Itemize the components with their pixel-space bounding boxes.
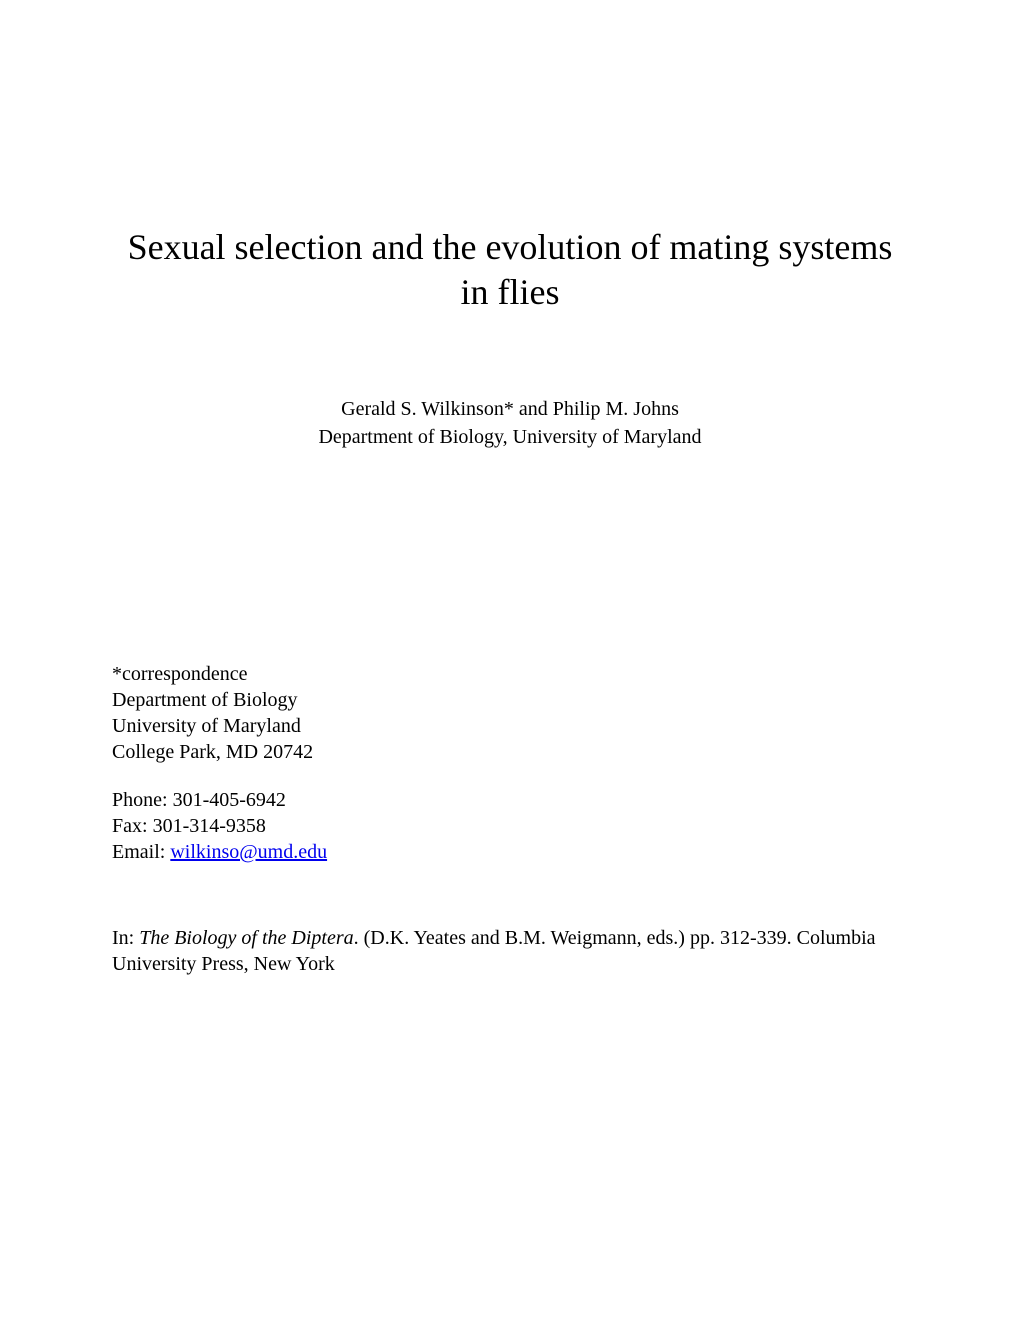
paper-title: Sexual selection and the evolution of ma…	[112, 225, 908, 315]
email-label: Email:	[112, 841, 170, 863]
contact-block: Phone: 301-405-6942 Fax: 301-314-9358 Em…	[112, 787, 908, 865]
publication-info: In: The Biology of the Diptera. (D.K. Ye…	[112, 925, 908, 977]
correspondence-block: *correspondence Department of Biology Un…	[112, 661, 908, 765]
authors-block: Gerald S. Wilkinson* and Philip M. Johns…	[112, 395, 908, 451]
fax-value: 301-314-9358	[153, 815, 266, 837]
correspondence-dept: Department of Biology	[112, 687, 908, 713]
correspondence-university: University of Maryland	[112, 713, 908, 739]
author-names: Gerald S. Wilkinson* and Philip M. Johns	[112, 395, 908, 423]
correspondence-address: College Park, MD 20742	[112, 739, 908, 765]
page-content: Sexual selection and the evolution of ma…	[0, 0, 1020, 977]
fax-line: Fax: 301-314-9358	[112, 813, 908, 839]
publication-prefix: In:	[112, 927, 139, 949]
correspondence-label: *correspondence	[112, 661, 908, 687]
phone-line: Phone: 301-405-6942	[112, 787, 908, 813]
email-line: Email: wilkinso@umd.edu	[112, 839, 908, 865]
email-link[interactable]: wilkinso@umd.edu	[170, 841, 327, 863]
author-affiliation: Department of Biology, University of Mar…	[112, 423, 908, 451]
fax-label: Fax:	[112, 815, 153, 837]
phone-label: Phone:	[112, 789, 173, 811]
phone-value: 301-405-6942	[173, 789, 286, 811]
publication-book-title: The Biology of the Diptera	[139, 927, 353, 949]
